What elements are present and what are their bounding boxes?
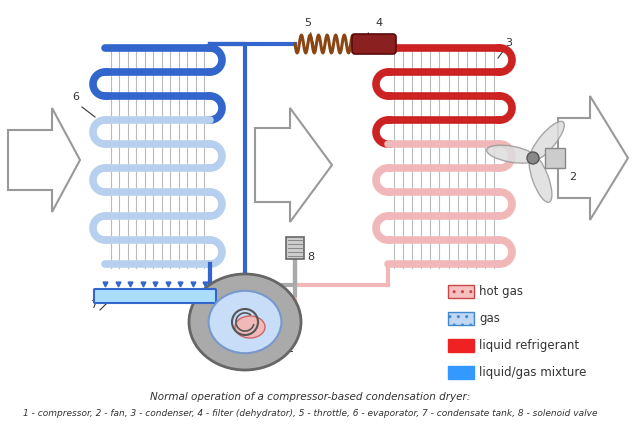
- Text: 4: 4: [375, 18, 382, 28]
- Text: gas: gas: [479, 312, 500, 325]
- Ellipse shape: [235, 316, 265, 338]
- Ellipse shape: [486, 145, 536, 163]
- Bar: [286, 237, 304, 259]
- FancyBboxPatch shape: [94, 289, 216, 303]
- Ellipse shape: [530, 121, 564, 161]
- Text: liquid refrigerant: liquid refrigerant: [479, 339, 579, 352]
- Ellipse shape: [189, 274, 301, 370]
- Text: 6: 6: [72, 92, 79, 102]
- FancyBboxPatch shape: [448, 312, 474, 325]
- Text: 7: 7: [90, 300, 97, 310]
- Text: 5: 5: [305, 18, 312, 28]
- Polygon shape: [8, 108, 80, 212]
- Text: hot gas: hot gas: [479, 285, 523, 298]
- FancyBboxPatch shape: [352, 34, 396, 54]
- Circle shape: [527, 152, 539, 164]
- Text: 8: 8: [307, 252, 314, 262]
- Text: 2: 2: [569, 172, 576, 182]
- Ellipse shape: [529, 155, 552, 202]
- Ellipse shape: [209, 291, 282, 353]
- Text: liquid/gas mixture: liquid/gas mixture: [479, 366, 586, 379]
- Text: 3: 3: [505, 38, 512, 48]
- Text: Normal operation of a compressor-based condensation dryer:: Normal operation of a compressor-based c…: [150, 392, 470, 402]
- FancyBboxPatch shape: [448, 339, 474, 352]
- Text: 1 - compressor, 2 - fan, 3 - condenser, 4 - filter (dehydrator), 5 - throttle, 6: 1 - compressor, 2 - fan, 3 - condenser, …: [23, 409, 597, 418]
- Polygon shape: [255, 108, 332, 222]
- FancyBboxPatch shape: [448, 366, 474, 379]
- Text: 1: 1: [287, 344, 294, 354]
- Polygon shape: [558, 96, 628, 220]
- Bar: [545, 148, 565, 168]
- FancyBboxPatch shape: [448, 285, 474, 298]
